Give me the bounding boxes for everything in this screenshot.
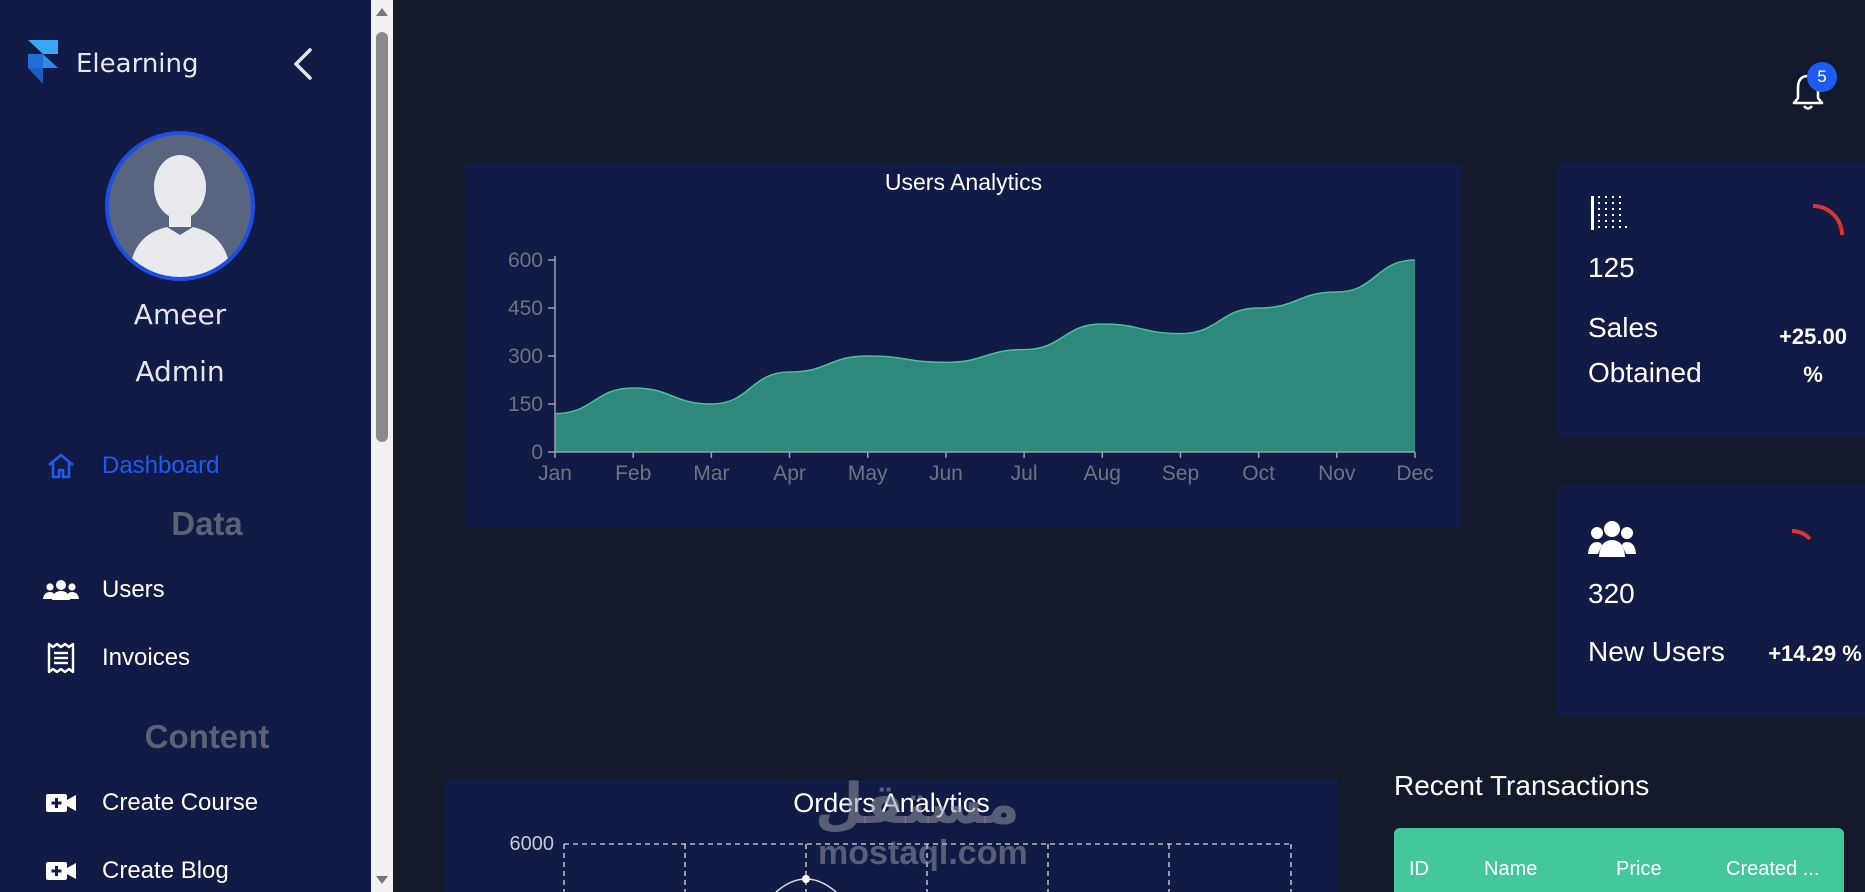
sidebar-item-invoices[interactable]: Invoices bbox=[42, 642, 190, 674]
sidebar-item-create-blog[interactable]: Create Blog bbox=[42, 855, 229, 887]
table-header-created[interactable]: Created ... bbox=[1726, 858, 1820, 880]
users-progress-ring bbox=[1791, 529, 1812, 541]
x-tick-label: Jan bbox=[538, 462, 572, 485]
orders-analytics-chart: 6000 bbox=[510, 833, 1292, 892]
y-tick-label: 600 bbox=[508, 249, 543, 272]
x-tick-label: Jul bbox=[1011, 462, 1038, 485]
chart-title: Users Analytics bbox=[884, 169, 1043, 195]
sidebar-item-label: Create Blog bbox=[102, 857, 229, 884]
chevron-left-icon[interactable] bbox=[288, 44, 318, 84]
home-icon bbox=[48, 453, 74, 479]
sidebar-item-label: Users bbox=[102, 576, 165, 603]
notification-badge[interactable]: 5 bbox=[1807, 62, 1837, 92]
y-tick-label: 300 bbox=[508, 345, 543, 368]
table-header-id[interactable]: ID bbox=[1409, 858, 1429, 880]
x-tick-label: Apr bbox=[773, 462, 806, 485]
user-name: Ameer bbox=[133, 298, 227, 331]
user-role: Admin bbox=[135, 355, 225, 388]
x-tick-label: Dec bbox=[1396, 462, 1433, 485]
x-tick-label: Jun bbox=[929, 462, 963, 485]
stat-change-unit: % bbox=[1803, 362, 1823, 387]
y-tick-label: 0 bbox=[531, 441, 543, 464]
table-header-price[interactable]: Price bbox=[1616, 858, 1662, 880]
users-icon bbox=[43, 580, 79, 600]
chart-title: Orders Analytics bbox=[793, 788, 990, 818]
stat-change-value: +25.00 bbox=[1779, 324, 1847, 349]
y-tick-label: 6000 bbox=[510, 833, 555, 855]
scroll-up-arrow-icon[interactable] bbox=[376, 8, 388, 16]
sidebar-scrollbar[interactable] bbox=[371, 0, 393, 892]
stat-label-line: Sales bbox=[1588, 312, 1659, 343]
watermark-arabic: مستقل bbox=[815, 772, 1020, 837]
recent-transactions-title: Recent Transactions bbox=[1394, 770, 1650, 801]
sidebar-item-users[interactable]: Users bbox=[42, 574, 165, 606]
x-tick-label: Oct bbox=[1242, 462, 1275, 485]
sidebar-item-label: Dashboard bbox=[102, 452, 220, 479]
user-silhouette-icon bbox=[129, 155, 231, 277]
stat-value: 320 bbox=[1588, 578, 1635, 609]
transactions-table: ID Name Price Created ... bbox=[1394, 828, 1844, 892]
orders-analytics-panel: Orders Analytics 6000 bbox=[446, 780, 1337, 892]
barcode-icon bbox=[1591, 196, 1627, 230]
area-line bbox=[554, 259, 1416, 415]
framer-logo-icon bbox=[28, 40, 58, 84]
scroll-down-arrow-icon[interactable] bbox=[376, 876, 388, 884]
y-tick-label: 450 bbox=[508, 297, 543, 320]
sales-stat-card[interactable]: 125 Sales Obtained +25.00 % bbox=[1558, 162, 1865, 437]
stat-change: +14.29 % bbox=[1768, 641, 1862, 666]
sales-progress-ring bbox=[1812, 204, 1844, 236]
sidebar-item-create-course[interactable]: Create Course bbox=[42, 787, 258, 819]
x-tick-label: Nov bbox=[1318, 462, 1356, 485]
users-analytics-chart: 0 150 300 450 600 Jan Feb Mar Apr May Jun Jul Aug Sep… bbox=[508, 249, 1434, 485]
x-tick-label: Aug bbox=[1084, 462, 1121, 485]
stat-value: 125 bbox=[1588, 252, 1635, 283]
x-tick-label: Feb bbox=[615, 462, 651, 485]
sidebar: Elearning Ameer Admin Dashboard Data bbox=[0, 0, 371, 892]
video-plus-icon bbox=[46, 794, 76, 812]
users-icon bbox=[1588, 521, 1636, 557]
section-title-content: Content bbox=[144, 718, 270, 755]
x-tick-label: May bbox=[848, 462, 888, 485]
stat-label-line: Obtained bbox=[1588, 357, 1702, 388]
table-header-name[interactable]: Name bbox=[1484, 858, 1538, 880]
receipt-icon bbox=[47, 642, 75, 674]
new-users-stat-card[interactable]: 320 New Users +14.29 % bbox=[1558, 486, 1865, 716]
brand-name: Elearning bbox=[76, 49, 199, 79]
data-point[interactable] bbox=[802, 875, 810, 883]
avatar[interactable] bbox=[105, 131, 255, 281]
watermark-latin: mostaql.com bbox=[818, 834, 1028, 872]
x-tick-label: Mar bbox=[693, 462, 729, 485]
sidebar-item-dashboard[interactable]: Dashboard bbox=[42, 450, 219, 482]
users-analytics-panel: Users Analytics 0 150 300 450 600 Jan Feb Mar Ap… bbox=[465, 164, 1462, 527]
sidebar-item-label: Invoices bbox=[102, 644, 191, 671]
y-tick-label: 150 bbox=[508, 393, 543, 416]
scroll-thumb[interactable] bbox=[376, 32, 388, 442]
brand[interactable]: Elearning bbox=[26, 40, 199, 88]
section-title-data: Data bbox=[171, 505, 243, 542]
stat-change: +25.00 % bbox=[1763, 318, 1863, 394]
sidebar-item-label: Create Course bbox=[102, 789, 259, 816]
x-tick-label: Sep bbox=[1162, 462, 1199, 485]
stat-label: New Users bbox=[1588, 636, 1725, 667]
video-plus-icon bbox=[46, 862, 76, 880]
stat-label: Sales Obtained bbox=[1588, 305, 1702, 395]
